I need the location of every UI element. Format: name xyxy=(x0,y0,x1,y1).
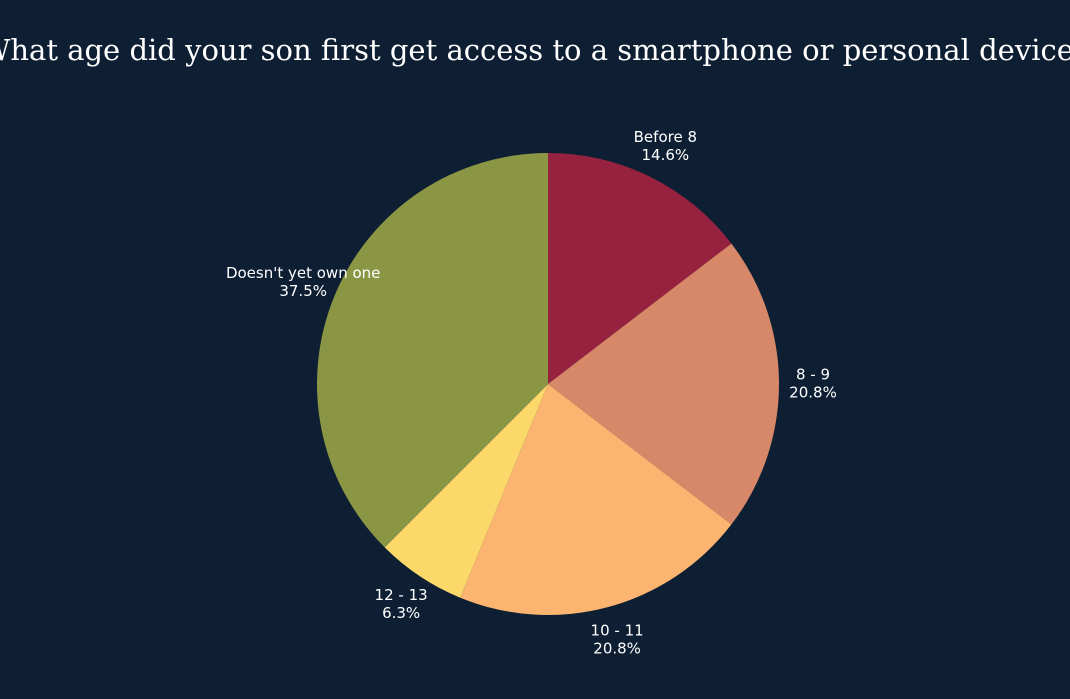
slice-value-label: 6.3% xyxy=(382,604,420,622)
slice-label: Doesn't yet own one xyxy=(226,264,380,282)
slice-label: 8 - 9 xyxy=(796,366,830,384)
pie-slice xyxy=(460,384,732,615)
pie-slice xyxy=(384,384,548,598)
pie-slice xyxy=(317,153,548,548)
chart-title: What age did your son first get access t… xyxy=(0,33,1070,67)
slice-label: 10 - 11 xyxy=(591,621,644,639)
slice-label: 12 - 13 xyxy=(375,586,428,604)
slice-label: Before 8 xyxy=(634,128,697,146)
slice-value-label: 14.6% xyxy=(642,146,690,164)
pie-slice xyxy=(548,243,779,525)
pie-slice xyxy=(548,153,732,384)
slice-value-label: 37.5% xyxy=(279,282,327,300)
slice-value-label: 20.8% xyxy=(593,639,641,657)
slice-value-label: 20.8% xyxy=(789,384,837,402)
